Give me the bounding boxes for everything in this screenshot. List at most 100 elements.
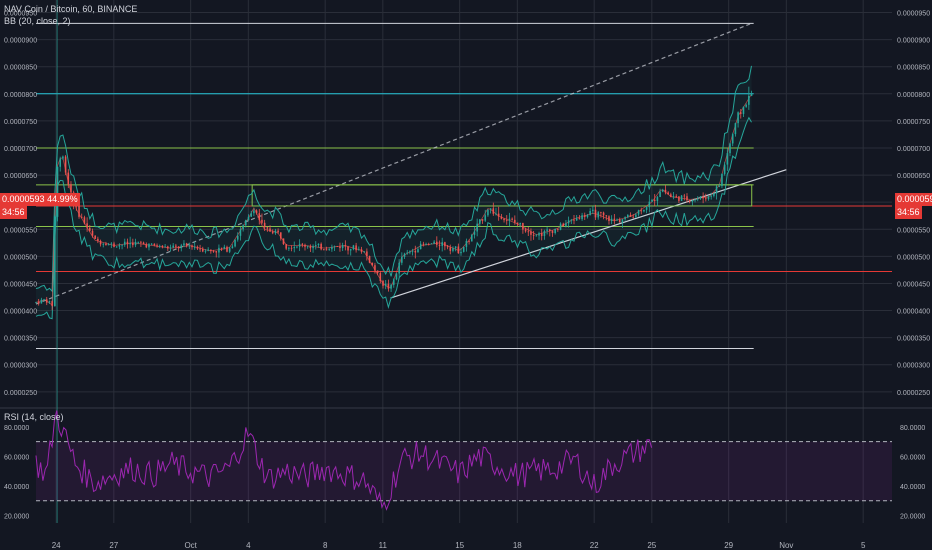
candle-body: [228, 248, 231, 252]
candle-body: [261, 219, 263, 223]
candle-body: [433, 241, 435, 244]
candle-body: [210, 249, 212, 252]
candle-body: [191, 245, 193, 248]
candle-body: [142, 242, 145, 245]
candle-body: [37, 302, 40, 304]
candle-body: [185, 243, 188, 246]
candle-body: [616, 219, 618, 221]
candle-body: [352, 245, 355, 250]
bb-legend[interactable]: BB (20, close, 2): [4, 16, 71, 26]
time-tick-label: 25: [647, 541, 656, 550]
candle-body: [269, 228, 271, 232]
rsi-legend[interactable]: RSI (14, close): [4, 412, 64, 422]
candle-body: [366, 251, 368, 257]
candle-body: [632, 216, 634, 218]
candle-body: [750, 93, 753, 96]
candle-body: [54, 216, 56, 307]
candle-body: [59, 158, 62, 167]
candle-body: [169, 247, 172, 249]
candle-body: [395, 273, 398, 280]
left-price-tick: 0.0000650: [4, 173, 37, 180]
candle-body: [80, 216, 83, 218]
candle-body: [635, 214, 637, 217]
left-rsi-tick: 20.0000: [4, 514, 29, 521]
candle-body: [89, 227, 91, 231]
candle-body: [532, 234, 535, 236]
candle-body: [734, 123, 737, 135]
candle-body: [565, 223, 567, 227]
candle-body: [331, 246, 333, 250]
time-tick-label: 29: [724, 541, 733, 550]
candle-body: [705, 198, 707, 200]
candle-body: [113, 243, 115, 247]
candle-body: [575, 218, 578, 221]
time-tick-label: 15: [455, 541, 464, 550]
candle-body: [398, 262, 400, 274]
candle-body: [293, 247, 296, 249]
candle-body: [551, 230, 554, 234]
candle-body: [67, 172, 70, 185]
candle-body: [129, 242, 131, 245]
candle-body: [167, 246, 169, 249]
candle-body: [253, 210, 255, 214]
candle-body: [123, 241, 126, 245]
drawings[interactable]: [35, 0, 787, 523]
candle-body: [637, 210, 640, 215]
candle-body: [196, 247, 199, 249]
candle-body: [94, 235, 96, 239]
candle-body: [503, 218, 505, 221]
candle-body: [409, 251, 411, 253]
candle-body: [452, 248, 454, 251]
candle-body: [323, 249, 325, 251]
left-countdown: 34:56: [0, 206, 27, 219]
candle-body: [193, 247, 196, 248]
symbol-legend[interactable]: NAV Coin / Bitcoin, 60, BINANCE: [4, 4, 138, 14]
candle-body: [263, 222, 266, 228]
candle-body: [522, 223, 524, 230]
candle-body: [317, 243, 320, 246]
candle-body: [35, 302, 37, 303]
candle-body: [688, 200, 691, 202]
candle-body: [392, 279, 395, 285]
candle-body: [115, 246, 118, 248]
candle-body: [468, 240, 470, 242]
time-tick-label: 24: [52, 541, 61, 550]
candle-body: [492, 208, 495, 214]
candle-body: [670, 194, 672, 198]
candle-body: [255, 210, 258, 214]
candle-body: [218, 247, 220, 253]
right-price-tick: 0.0000850: [897, 65, 930, 72]
candle-body: [390, 284, 392, 289]
left-price-tick: 0.0000850: [4, 65, 37, 72]
left-rsi-tick: 40.0000: [4, 484, 29, 491]
candle-body: [430, 243, 433, 245]
ascending-trendline: [390, 169, 787, 299]
candle-body: [183, 243, 185, 246]
right-price-tick: 0.0000800: [897, 92, 930, 99]
candle-body: [519, 223, 522, 225]
left-price-change: 44.99%: [47, 194, 78, 204]
candle-body: [336, 246, 339, 247]
candle-body: [341, 244, 344, 249]
left-price-tick: 0.0000450: [4, 281, 37, 288]
candle-body: [91, 230, 94, 236]
right-price-tick: 0.0000400: [897, 309, 930, 316]
candle-body: [371, 262, 374, 266]
candle-body: [86, 223, 88, 228]
candle-body: [368, 256, 371, 263]
candle-body: [597, 212, 600, 218]
candle-body: [379, 273, 382, 281]
right-countdown: 34:56: [895, 206, 922, 219]
candle-body: [358, 249, 360, 251]
candle-body: [527, 231, 530, 233]
candle-body: [460, 251, 462, 254]
candle-body: [387, 283, 390, 289]
candle-body: [180, 245, 183, 249]
right-price-tag: 0.0000593: [895, 193, 932, 206]
left-price-tick: 0.0000400: [4, 309, 37, 316]
candle-body: [285, 244, 287, 249]
candle-body: [188, 245, 191, 247]
time-tick-label: 18: [513, 541, 522, 550]
candle-body: [250, 213, 253, 217]
